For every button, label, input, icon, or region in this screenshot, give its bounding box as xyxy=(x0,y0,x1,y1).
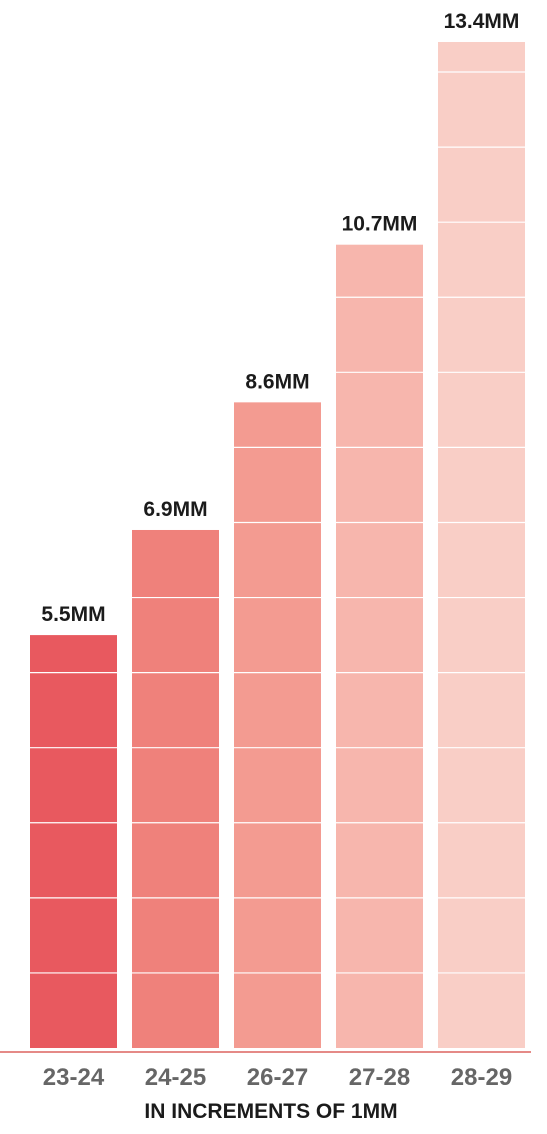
bar-26-27 xyxy=(234,402,321,1048)
bar-value-label: 10.7MM xyxy=(342,213,418,236)
bar-28-29 xyxy=(438,42,525,1048)
bars-layer xyxy=(30,42,525,1049)
x-tick-label: 26-27 xyxy=(247,1064,308,1091)
x-tick-label: 28-29 xyxy=(451,1064,512,1091)
bar-24-25 xyxy=(132,529,219,1048)
x-tick-label: 24-25 xyxy=(145,1064,206,1091)
bar-value-label: 8.6MM xyxy=(245,370,309,393)
value-labels-layer: 5.5MM 6.9MM 8.6MM 10.7MM 13.4MM xyxy=(41,10,519,626)
x-tick-label: 27-28 xyxy=(349,1064,410,1091)
segment-lines-layer xyxy=(30,71,525,974)
bar-value-label: 5.5MM xyxy=(41,603,105,626)
bar-value-label: 13.4MM xyxy=(444,10,520,33)
x-tick-label: 23-24 xyxy=(43,1064,105,1091)
x-tick-labels-layer: 23-24 24-25 26-27 27-28 28-29 xyxy=(43,1064,512,1091)
bar-value-label: 6.9MM xyxy=(143,498,207,521)
bar-27-28 xyxy=(336,244,423,1049)
bar-23-24 xyxy=(30,635,117,1048)
x-axis-title: IN INCREMENTS OF 1MM xyxy=(144,1100,397,1123)
